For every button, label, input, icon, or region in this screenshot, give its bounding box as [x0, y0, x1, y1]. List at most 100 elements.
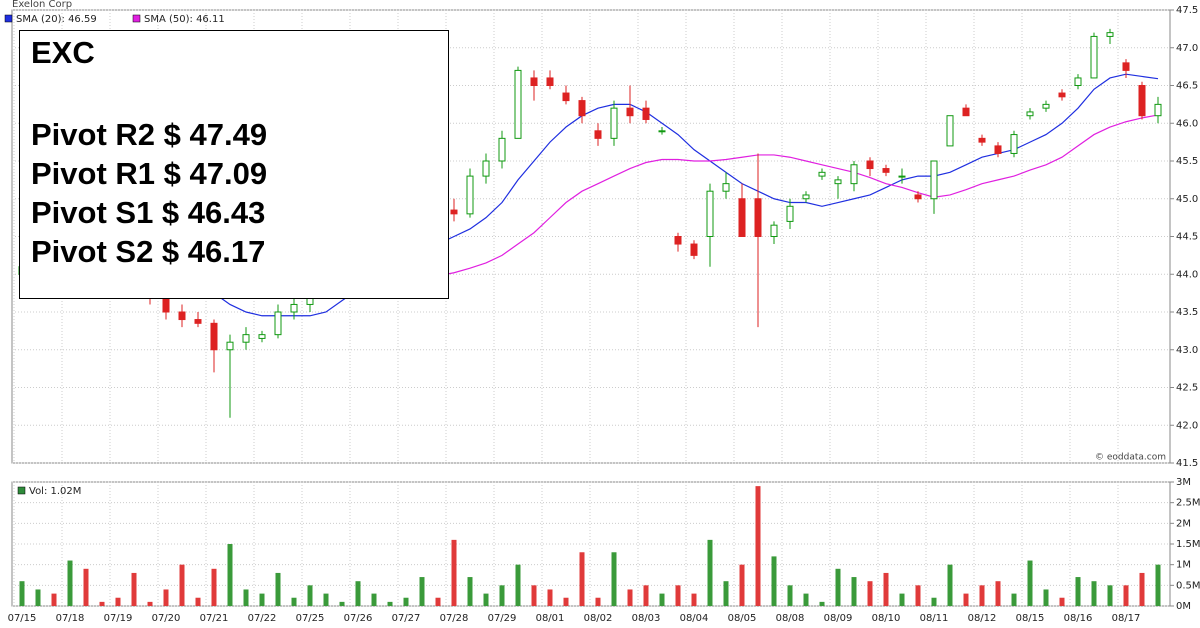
volume-bar: [131, 572, 137, 606]
x-tick-label: 08/16: [1064, 613, 1093, 624]
pivot: Pivot R2 $ 47.49: [31, 117, 268, 152]
volume-bar: [547, 589, 553, 606]
volume-bar: [787, 585, 793, 606]
volume-bar: [579, 552, 585, 606]
legend-swatch: [4, 14, 13, 23]
volume-bar: [899, 593, 905, 606]
candle-body: [178, 311, 186, 321]
candle-body: [1154, 103, 1162, 117]
legend-label: SMA (50): 46.11: [144, 14, 225, 25]
candle-body: [898, 175, 906, 178]
volume-bar: [883, 572, 889, 606]
y-tick-label: 44.0: [1176, 269, 1198, 280]
volume-bar: [675, 585, 681, 606]
candle-body: [274, 311, 282, 336]
volume-bar: [515, 564, 521, 606]
volume-bar: [739, 564, 745, 606]
volume-bar: [771, 556, 777, 606]
candle-body: [1010, 134, 1018, 154]
candle-body: [914, 194, 922, 200]
candle-body: [1058, 92, 1066, 98]
x-tick-label: 07/20: [152, 613, 181, 624]
pivot: Pivot S2 $ 46.17: [31, 234, 266, 269]
watermark: © eoddata.com: [1095, 453, 1166, 463]
candle-body: [674, 236, 682, 245]
volume-bar: [1107, 585, 1113, 606]
volume-bar: [403, 597, 409, 606]
candle-body: [658, 130, 666, 133]
candle-body: [690, 243, 698, 256]
pivot: Pivot S1 $ 46.43: [31, 195, 266, 230]
volume-bar: [1075, 577, 1081, 606]
y-tick-label: 41.5: [1176, 458, 1198, 469]
volume-bar: [483, 593, 489, 606]
x-tick-label: 07/28: [440, 613, 469, 624]
candle-body: [1090, 35, 1098, 79]
candle-body: [1106, 32, 1114, 37]
y-tick-label: 46.5: [1176, 81, 1198, 92]
volume-bar: [339, 601, 345, 606]
y-tick-label: 47.5: [1176, 5, 1198, 16]
y-tick-label: 42.5: [1176, 383, 1198, 394]
volume-bar: [595, 597, 601, 606]
candle-body: [802, 194, 810, 200]
volume-bar: [19, 581, 25, 606]
volume-bar: [707, 539, 713, 606]
candle-body: [722, 183, 730, 192]
volume-bar: [691, 593, 697, 606]
volume-bar: [979, 585, 985, 606]
legend-label: SMA (20): 46.59: [16, 14, 97, 25]
volume-bar: [179, 564, 185, 606]
volume-bar: [275, 572, 281, 606]
volume-bar: [387, 601, 393, 606]
x-tick-label: 08/11: [920, 613, 949, 624]
volume-bar: [963, 593, 969, 606]
candle-body: [770, 224, 778, 238]
candle-body: [514, 69, 522, 139]
candle-body: [162, 296, 170, 313]
candle-body: [930, 160, 938, 200]
x-tick-label: 07/25: [296, 613, 325, 624]
volume-bar: [163, 589, 169, 606]
candle-body: [1074, 77, 1082, 86]
volume-bar: [115, 597, 121, 606]
volume-bar: [947, 564, 953, 606]
x-tick-label: 08/09: [824, 613, 853, 624]
volume-bar: [355, 581, 361, 606]
volume-bar: [643, 585, 649, 606]
volume-bar: [835, 568, 841, 606]
x-tick-label: 07/22: [248, 613, 277, 624]
x-tick-label: 08/17: [1112, 613, 1141, 624]
candle-body: [882, 168, 890, 173]
volume-bar: [1059, 597, 1065, 606]
volume-bar: [803, 593, 809, 606]
candle-body: [786, 205, 794, 222]
volume-bar: [867, 581, 873, 606]
x-tick-label: 07/29: [488, 613, 517, 624]
y-tick-label: 0.5M: [1176, 580, 1200, 591]
volume-bar: [1091, 581, 1097, 606]
volume-bar: [1011, 593, 1017, 606]
y-tick-label: 45.0: [1176, 194, 1198, 205]
y-tick-label: 1M: [1176, 560, 1191, 571]
volume-bar: [995, 581, 1001, 606]
candle-body: [1026, 111, 1034, 117]
volume-bar: [531, 585, 537, 606]
candle-body: [226, 341, 234, 351]
volume-bar: [227, 544, 233, 606]
y-tick-label: 43.5: [1176, 307, 1198, 318]
y-tick-label: 46.0: [1176, 118, 1198, 129]
x-tick-label: 08/10: [872, 613, 901, 624]
x-tick-label: 08/01: [536, 613, 565, 624]
candle-body: [194, 319, 202, 324]
candle-body: [642, 107, 650, 120]
y-tick-label: 2M: [1176, 518, 1191, 529]
candle-body: [850, 164, 858, 185]
volume-bar: [499, 585, 505, 606]
candle-body: [754, 198, 762, 237]
volume-bar: [563, 597, 569, 606]
y-tick-label: 45.5: [1176, 156, 1198, 167]
volume-bar: [819, 601, 825, 606]
